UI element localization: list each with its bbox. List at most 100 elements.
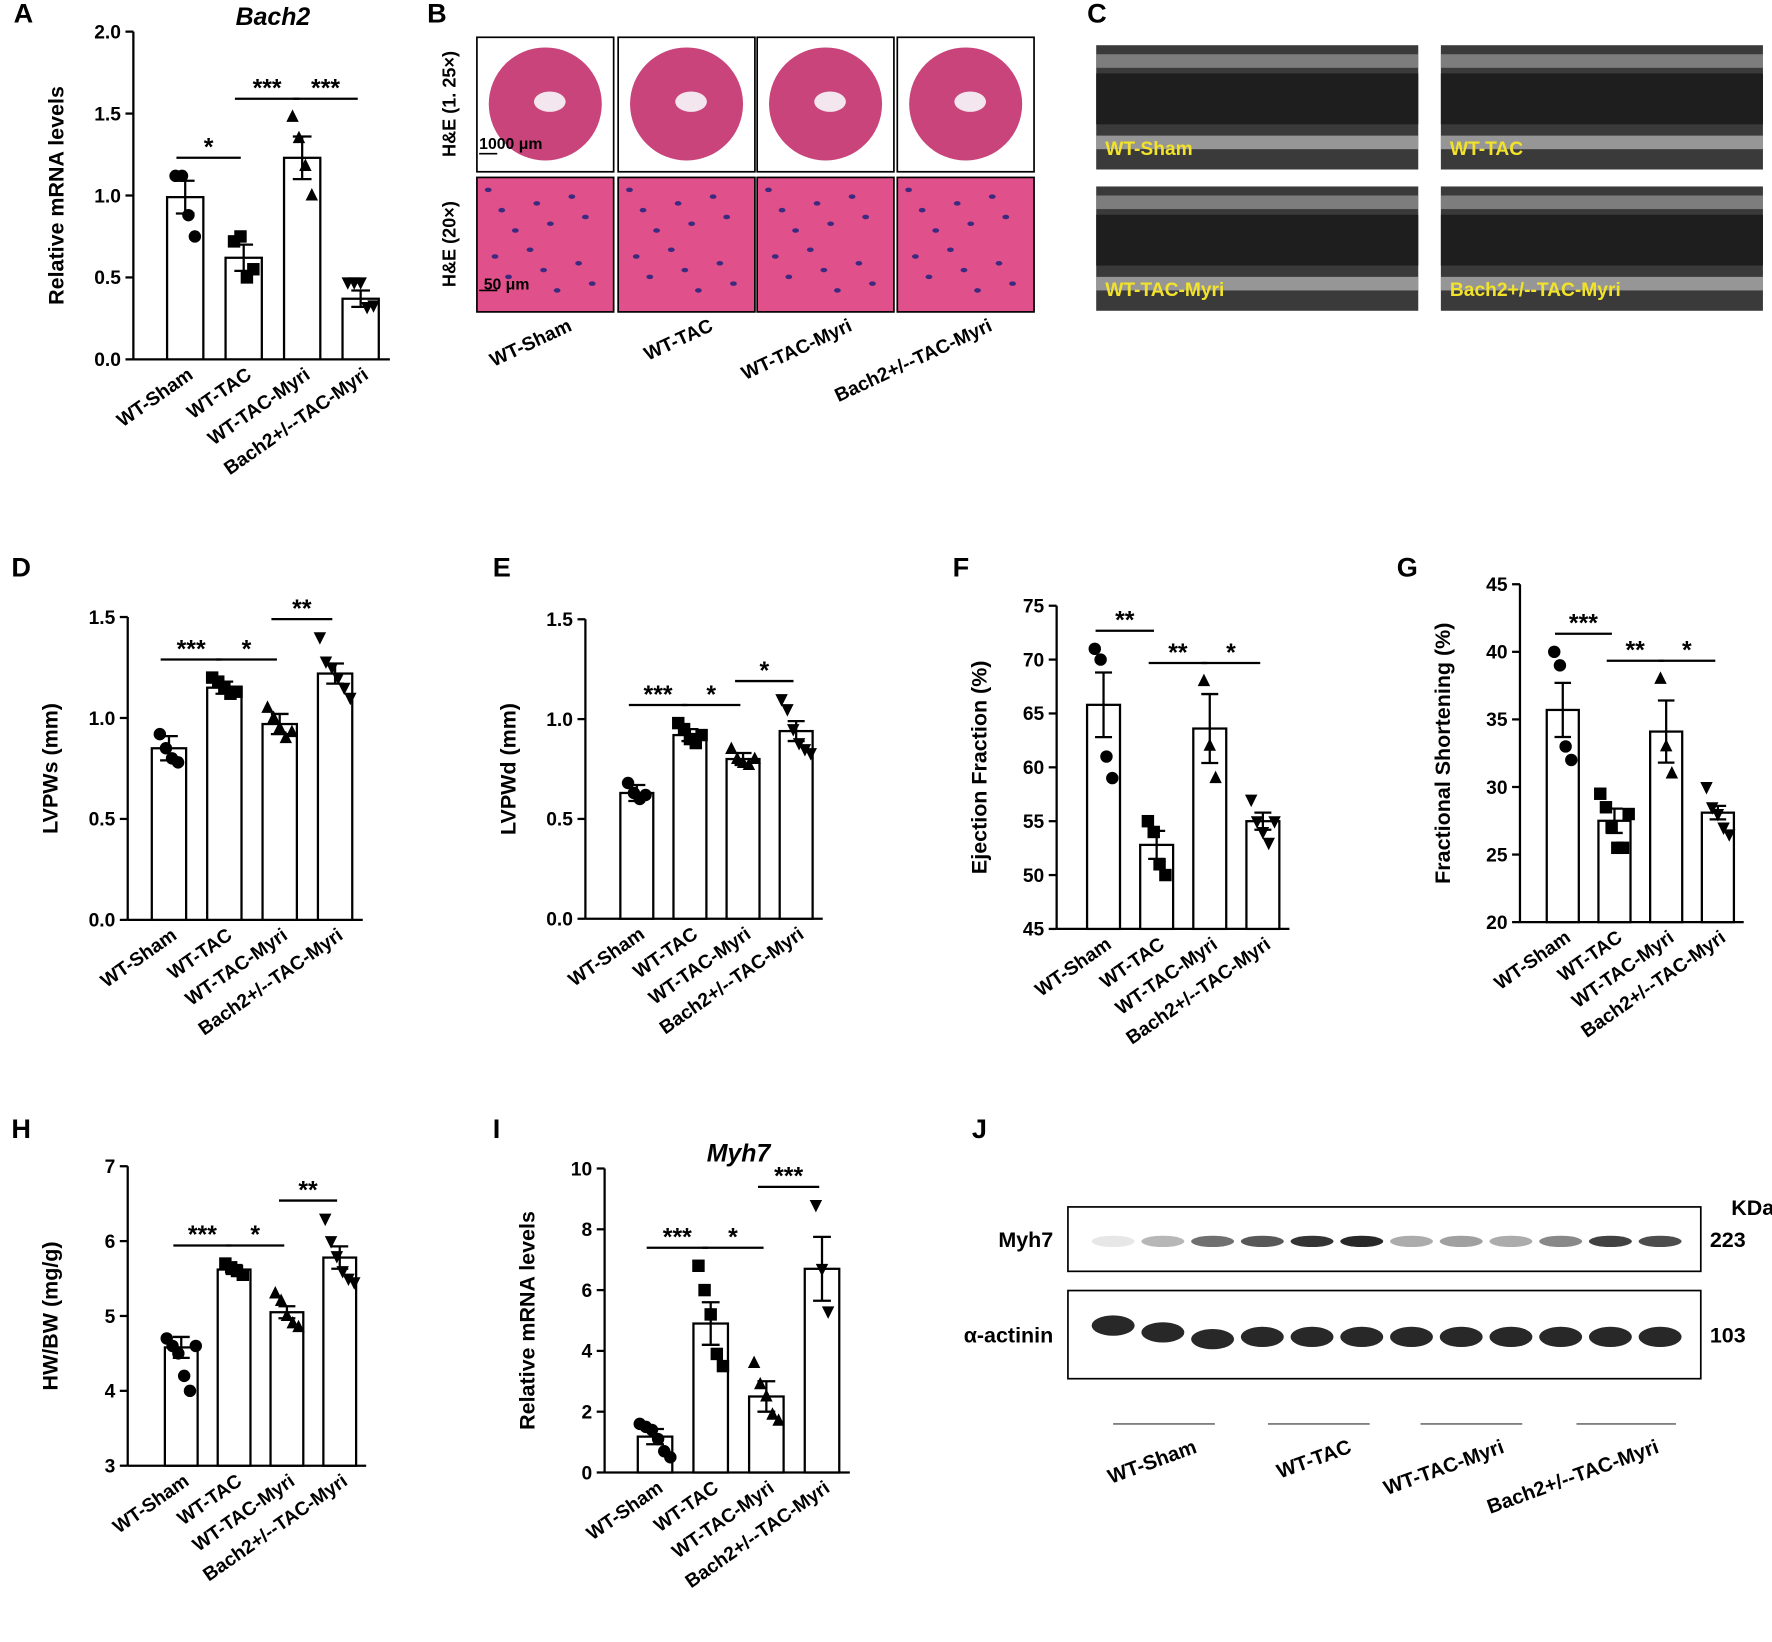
y-tick-label: 6	[581, 1281, 592, 1302]
kda-label: 103	[1710, 1324, 1746, 1348]
micro-image	[476, 176, 615, 313]
band	[1141, 1322, 1185, 1343]
heart-lumen	[814, 91, 846, 112]
data-point	[1705, 802, 1719, 815]
nucleus	[834, 288, 841, 293]
y-tick-label: 70	[1023, 650, 1044, 671]
data-point	[1654, 671, 1667, 684]
heart-lumen	[533, 91, 566, 112]
data-point	[1599, 801, 1613, 814]
band	[1539, 1326, 1583, 1348]
data-point	[1159, 868, 1172, 882]
y-tick-label: 0.5	[89, 810, 116, 831]
data-point	[1209, 770, 1222, 784]
nucleus	[765, 187, 772, 193]
bar	[672, 733, 708, 920]
bar	[206, 686, 243, 922]
data-point	[330, 1251, 344, 1264]
data-point	[188, 230, 202, 243]
data-point	[1553, 659, 1567, 672]
data-point	[267, 710, 280, 723]
y-tick-label: 30	[1486, 778, 1507, 799]
data-point	[153, 727, 167, 741]
data-point	[1256, 826, 1270, 840]
bar	[1085, 703, 1122, 931]
data-point	[698, 1283, 711, 1297]
data-point	[815, 1263, 829, 1277]
data-point	[269, 1286, 282, 1299]
y-tick-label: 75	[1023, 597, 1045, 618]
data-point	[285, 724, 299, 738]
bar	[216, 1268, 252, 1467]
y-axis-label: Relative mRNA levels	[516, 1211, 540, 1430]
y-tick-label: 1.0	[94, 186, 121, 207]
significance-label: ***	[253, 75, 282, 103]
data-point	[775, 694, 788, 707]
data-point	[716, 1359, 730, 1373]
y-tick-label: 65	[1023, 704, 1045, 725]
data-point	[1711, 809, 1725, 822]
y-tick-label: 4	[105, 1382, 116, 1403]
panel-letter: D	[11, 551, 31, 582]
nucleus	[568, 194, 576, 199]
bar	[282, 156, 322, 361]
bar	[778, 729, 814, 920]
significance-label: ***	[1569, 609, 1598, 637]
y-axis-label: Ejection Fraction (%)	[968, 661, 992, 875]
group-label: WT-Sham	[1105, 1436, 1200, 1488]
data-point	[725, 741, 738, 755]
band	[1340, 1235, 1384, 1248]
panel-letter: B	[427, 0, 447, 29]
data-point	[1665, 766, 1679, 779]
bar	[803, 1267, 841, 1474]
heart-lumen	[675, 91, 707, 112]
data-point	[292, 1319, 305, 1333]
data-point	[367, 300, 380, 313]
echo-band	[1096, 135, 1419, 150]
nucleus	[947, 247, 954, 253]
data-point	[1197, 673, 1211, 687]
y-axis-label: Fractional Shortening (%)	[1431, 623, 1455, 884]
micro-image	[896, 176, 1035, 313]
significance-label: ***	[644, 681, 673, 709]
y-tick-label: 5	[105, 1307, 116, 1328]
nucleus	[953, 201, 961, 206]
nucleus	[848, 194, 856, 199]
data-point	[331, 672, 345, 686]
column-label: WT-TAC-Myri	[739, 315, 856, 384]
significance-label: *	[1682, 637, 1692, 665]
data-point	[159, 742, 173, 755]
data-point	[280, 1308, 294, 1321]
data-point	[821, 1306, 835, 1319]
bar	[316, 672, 354, 922]
nucleus	[646, 274, 654, 280]
nucleus	[681, 267, 689, 273]
band	[1340, 1326, 1384, 1348]
bar	[1597, 819, 1632, 924]
data-point	[292, 130, 306, 144]
band	[1439, 1326, 1483, 1348]
nucleus	[869, 281, 876, 286]
nucleus	[932, 228, 940, 233]
y-tick-label: 40	[1486, 643, 1507, 664]
data-point	[760, 1389, 773, 1402]
y-tick-label: 45	[1023, 920, 1045, 941]
band	[1539, 1235, 1583, 1248]
chart-title: Bach2	[236, 3, 311, 31]
significance-label: *	[242, 635, 252, 663]
data-point	[348, 1277, 361, 1290]
echo-label: WT-TAC	[1450, 139, 1523, 160]
data-point	[1559, 740, 1572, 753]
y-tick-label: 1.5	[94, 104, 121, 125]
column-label: Bach2+/--TAC-Myri	[832, 315, 996, 406]
panel-letter: G	[1397, 551, 1418, 582]
y-tick-label: 0.5	[546, 810, 573, 831]
nucleus	[667, 247, 675, 253]
data-point	[1717, 822, 1730, 835]
echo-band	[1440, 276, 1763, 291]
band	[1240, 1235, 1284, 1248]
data-point	[183, 1384, 197, 1398]
data-point	[1616, 841, 1630, 855]
data-point	[1203, 738, 1216, 751]
band	[1638, 1326, 1682, 1348]
